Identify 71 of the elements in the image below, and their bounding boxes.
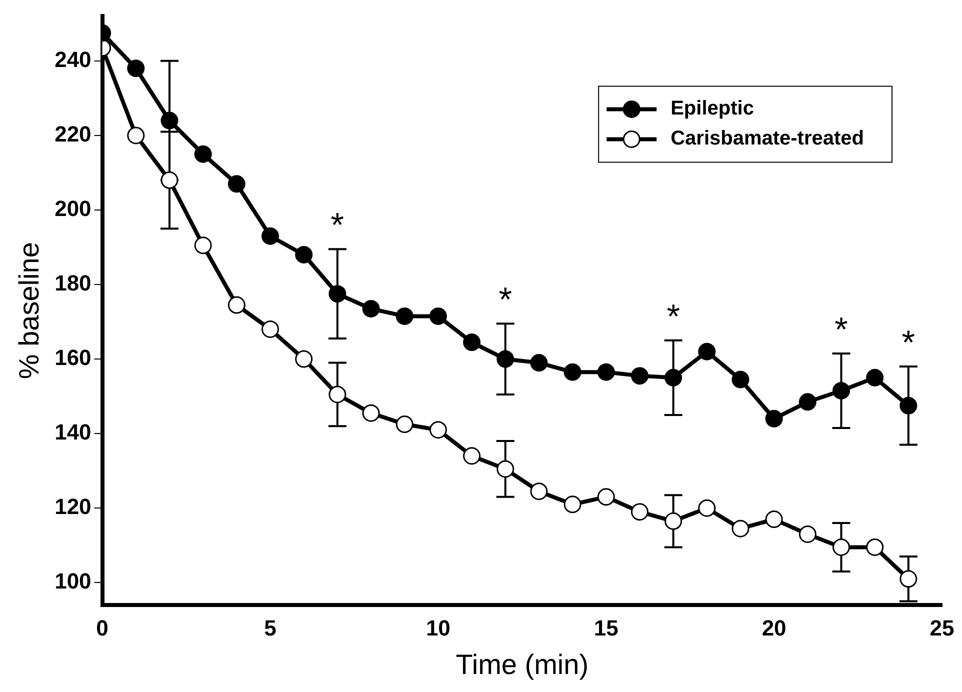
x-tick-label: 20 [762, 615, 786, 640]
annotation: * [666, 298, 680, 336]
annotation: * [498, 281, 512, 320]
point [698, 342, 716, 360]
annotation: * [902, 324, 916, 362]
point [261, 320, 279, 338]
point [496, 350, 514, 368]
y-tick-label: 100 [54, 568, 92, 594]
x-tick-label: 5 [264, 615, 276, 640]
point [228, 296, 246, 314]
point [295, 350, 313, 368]
point [261, 227, 279, 245]
point [496, 460, 514, 478]
point [798, 525, 816, 543]
y-tick-label: 200 [54, 196, 92, 222]
point [630, 367, 648, 385]
y-tick-label: 240 [54, 46, 92, 72]
y-tick-label: 220 [54, 122, 92, 147]
point [127, 126, 145, 144]
point [597, 488, 615, 506]
point [900, 396, 918, 414]
point [900, 570, 918, 588]
x-tick-label: 15 [594, 615, 618, 640]
point [362, 404, 380, 422]
point [564, 363, 582, 381]
y-tick-label: 120 [54, 494, 92, 520]
y-tick-label: 180 [54, 270, 92, 296]
point [463, 334, 481, 352]
point [530, 354, 548, 372]
point [160, 171, 178, 189]
point [630, 503, 648, 521]
y-axis-title: % baseline [14, 242, 45, 380]
point [396, 307, 414, 325]
x-tick-label: 10 [426, 615, 450, 640]
point [362, 300, 380, 318]
point [765, 410, 783, 428]
x-tick-label: 25 [930, 615, 954, 640]
point [160, 112, 178, 130]
point [732, 370, 750, 388]
point [866, 538, 884, 556]
point [463, 447, 481, 465]
legend-label: Carisbamate-treated [670, 128, 864, 150]
point [798, 393, 816, 411]
point [564, 496, 582, 514]
point [866, 368, 884, 386]
point [127, 60, 145, 78]
point [429, 421, 447, 439]
point [530, 482, 548, 500]
y-tick-label: 160 [54, 345, 92, 370]
point [664, 368, 682, 386]
point [396, 416, 414, 434]
point [597, 363, 615, 381]
point [765, 510, 783, 528]
point [295, 246, 313, 264]
point [194, 236, 212, 254]
point [194, 145, 212, 163]
point [832, 538, 850, 556]
point [664, 512, 682, 530]
legend-label: Epileptic [670, 98, 754, 120]
annotation: * [330, 206, 344, 244]
point [698, 499, 716, 517]
point [328, 386, 346, 404]
annotation: * [834, 310, 848, 349]
point [429, 307, 447, 325]
x-axis-title: Time (min) [456, 648, 589, 680]
x-tick-label: 0 [96, 615, 108, 640]
y-tick-label: 140 [54, 420, 92, 445]
point [328, 285, 346, 303]
point [732, 520, 750, 538]
point [228, 175, 246, 193]
point [832, 382, 850, 400]
